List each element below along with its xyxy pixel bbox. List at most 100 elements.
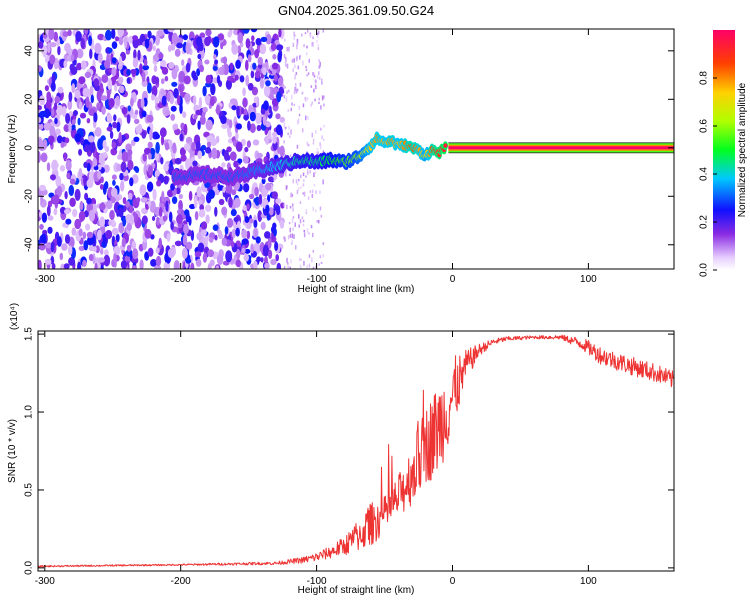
noise-blob [158,52,164,60]
y-tick-label: 1.0 [24,405,35,419]
noise-blob [122,217,127,227]
noise-fleck [314,98,316,102]
noise-fleck [319,255,322,259]
noise-blob [67,29,72,37]
noise-blob [93,112,98,123]
noise-fleck [308,254,311,258]
noise-blob [178,200,183,212]
noise-blob [140,97,145,109]
noise-fleck [306,264,308,269]
noise-blob [241,247,246,254]
noise-blob [211,147,218,160]
noise-blob [156,216,160,226]
noise-blob [62,31,69,37]
noise-blob [253,260,258,269]
noise-fleck [299,219,302,224]
noise-blob [171,68,178,80]
noise-blob [99,202,106,211]
noise-blob [186,241,193,250]
noise-fleck [323,95,325,99]
noise-blob [74,218,82,230]
noise-fleck [295,72,298,75]
noise-fleck [322,254,324,258]
noise-blob [170,43,176,51]
noise-blob [120,260,127,269]
noise-blob [89,48,93,60]
noise-blob [39,211,43,218]
noise-fleck [316,148,319,151]
noise-blob [85,96,90,108]
noise-blob [106,90,111,100]
noise-blob [195,109,202,116]
noise-blob [38,123,44,130]
x-tick-label: -200 [171,274,191,285]
noise-fleck [291,203,294,207]
x-tick-label: -100 [307,576,327,587]
noise-blob [69,178,76,185]
noise-blob [74,188,81,201]
noise-fleck [283,266,286,269]
noise-fleck [293,90,296,95]
noise-blob [116,121,121,132]
noise-blob [245,59,249,71]
noise-fleck [288,125,290,130]
noise-blob [133,136,140,142]
noise-fleck [298,105,301,110]
noise-blob [179,103,183,114]
noise-blob [255,236,261,244]
noise-fleck [295,245,297,250]
noise-blob [243,114,250,121]
noise-fleck [291,241,293,245]
noise-blob [75,31,82,42]
noise-fleck [303,229,305,233]
noise-blob [249,218,254,224]
noise-blob [110,196,116,204]
noise-fleck [308,58,310,63]
noise-blob [235,131,239,141]
noise-blob [139,63,143,75]
noise-blob [192,160,198,167]
noise-blob [221,123,228,129]
noise-blob [60,141,65,148]
noise-blob [195,258,202,267]
noise-blob [202,85,207,97]
noise-blob [104,59,111,69]
noise-blob [134,118,140,125]
noise-blob [67,99,73,111]
noise-blob [201,111,206,118]
noise-fleck [294,74,296,80]
noise-blob [38,105,42,111]
noise-blob [121,151,129,163]
noise-blob [154,34,160,46]
noise-blob [105,200,113,210]
noise-blob [57,45,61,56]
noise-blob [165,200,169,212]
noise-blob [197,242,205,253]
noise-blob [66,172,71,180]
noise-blob [59,252,64,261]
noise-fleck [289,134,291,137]
noise-blob [124,254,131,264]
noise-blob [71,119,76,125]
noise-fleck [297,187,300,191]
noise-fleck [310,85,313,88]
noise-blob [275,198,282,205]
noise-blob [176,214,183,225]
noise-blob [237,158,243,164]
noise-blob [164,75,169,82]
snr-panel: -300 -200 -100 0 100 0.0 0.5 1.0 1.5 Height of … [7,303,675,596]
noise-blob [139,259,144,269]
noise-blob [204,36,211,47]
noise-blob [152,45,156,52]
noise-blob [92,157,97,167]
noise-blob [199,115,206,125]
noise-blob [63,152,67,162]
noise-fleck [323,138,325,141]
noise-blob [253,219,258,228]
noise-blob [53,31,58,42]
noise-fleck [296,44,298,50]
noise-fleck [285,126,287,129]
noise-blob [144,228,152,239]
noise-blob [228,119,233,129]
noise-fleck [314,84,317,88]
